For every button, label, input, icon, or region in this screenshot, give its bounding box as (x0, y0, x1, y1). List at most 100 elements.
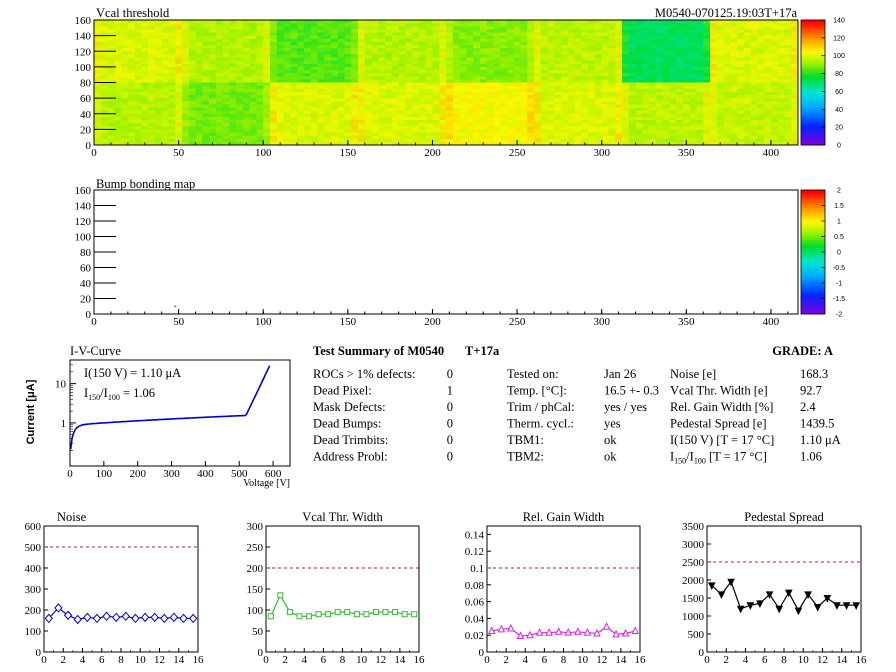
summary-right-label: I(150 V) [T = 17 °C] (670, 433, 774, 447)
data-point-12 (602, 622, 611, 630)
series-line (491, 626, 636, 637)
data-point-4 (83, 612, 92, 623)
trend-x-tick-label: 10 (356, 654, 368, 666)
defect-pixel-0 (174, 305, 177, 308)
bump-bonding-map: 0 50 100 150 200 250 300 350 400 0 20 40 60 80 100 120 1… (75, 185, 799, 328)
trend-y-tick-label: 2500 (682, 557, 705, 569)
trend-y-tick-label: 300 (247, 521, 264, 533)
trend-x-tick-label: 16 (193, 654, 205, 666)
trend-x-tick-label: 0 (704, 654, 710, 666)
data-point-8 (121, 611, 130, 622)
trend-y-tick-label: 100 (25, 626, 42, 638)
data-point-7 (775, 605, 783, 614)
scale-tick-label: 0 (837, 250, 841, 257)
data-point-5 (315, 611, 322, 618)
vcal-threshold-map: 0 50 100 150 200 250 300 350 400 0 20 40 60 80 100 120 1… (75, 15, 799, 159)
scale-tick-label: 2 (837, 188, 841, 195)
x-tick-label: 350 (678, 316, 695, 328)
roc-block-12 (446, 82, 535, 146)
trend-y-tick-label: 0.08 (465, 580, 485, 592)
trend-chart-3: Pedestal Spread 0 2 4 6 8 10 12 14 16 0 500 1000 1500… (682, 510, 867, 666)
data-point-14 (621, 628, 630, 637)
roc-block-8 (94, 82, 183, 146)
trend-frame (265, 525, 420, 653)
trend-x-tick-label: 0 (41, 654, 47, 666)
summary-mid-label: Therm. cycl.: (507, 417, 574, 431)
summary-right-label: I150/I100 [T = 17 °C] (670, 450, 767, 466)
iv-note-ratio: I150/I100 = 1.06 (84, 386, 155, 402)
x-tick-label: 350 (678, 147, 695, 159)
trend-x-tick-label: 4 (523, 654, 529, 666)
y-tick-label: 80 (80, 78, 92, 90)
data-point-15 (852, 602, 860, 610)
y-tick-label: 140 (75, 201, 92, 213)
summary-right-value: 2.4 (800, 400, 816, 414)
scale-tick-label: 100 (833, 53, 845, 60)
data-point-2 (286, 609, 293, 616)
scale-tick-label: 1 (837, 219, 841, 226)
data-point-2 (727, 578, 735, 587)
iv-curve-title: I-V-Curve (70, 344, 121, 358)
data-point-11 (813, 604, 822, 612)
iv-x-tick-label: 100 (96, 468, 113, 480)
data-point-15 (631, 626, 640, 634)
module-id-label: M0540-070125.19:03T+17a (655, 6, 798, 20)
y-tick-label: 140 (75, 31, 92, 43)
data-point-13 (169, 612, 179, 623)
trend-y-tick-label: 3500 (682, 521, 705, 533)
summary-left-label: Dead Bumps: (313, 417, 381, 431)
data-point-9 (574, 627, 582, 635)
trend-x-tick-label: 2 (61, 654, 67, 666)
trend-x-tick-label: 0 (263, 654, 269, 666)
data-point-13 (392, 609, 399, 616)
trend-x-tick-label: 12 (817, 654, 828, 666)
data-point-15 (411, 611, 418, 618)
roc-block-3 (358, 20, 447, 83)
trend-x-tick-label: 6 (762, 654, 768, 666)
data-point-7 (112, 612, 121, 623)
summary-table: ROCs > 1% defects: 0 Dead Pixel: 1 Mask Defe… (313, 367, 841, 466)
summary-mid-label: Tested on: (507, 367, 559, 381)
x-tick-label: 200 (424, 316, 441, 328)
data-point-0 (267, 613, 274, 620)
data-point-1 (277, 592, 284, 599)
roc-block-2 (270, 20, 359, 83)
data-point-5 (535, 628, 544, 636)
iv-x-tick-label: 300 (163, 468, 180, 480)
roc-block-15 (710, 82, 799, 146)
roc-block-0 (94, 20, 183, 83)
y-tick-label: 40 (80, 278, 92, 290)
summary-mid-label: Trim / phCal: (507, 400, 575, 414)
summary-right-value: 1.10 μA (800, 433, 841, 447)
roc-block-14 (622, 82, 711, 146)
trend-x-tick-label: 12 (154, 654, 165, 666)
trend-y-tick-label: 2000 (682, 575, 705, 587)
x-tick-label: 50 (173, 316, 185, 328)
roc-block-11 (358, 82, 447, 146)
data-point-2 (507, 623, 515, 632)
summary-right-label: Rel. Gain Width [%] (670, 400, 773, 414)
data-point-7 (334, 609, 341, 616)
summary-left-value: 0 (447, 433, 453, 447)
summary-left-label: Dead Pixel: (313, 384, 372, 398)
trend-x-tick-label: 4 (743, 654, 749, 666)
trend-chart-1: Vcal Thr. Width 0 2 4 6 8 10 12 14 16 0 50 100 150 200… (247, 510, 426, 666)
trend-y-tick-label: 50 (252, 626, 264, 638)
x-tick-label: 0 (91, 147, 97, 159)
summary-mid-value: Jan 26 (604, 367, 636, 381)
scale-tick-label: 120 (833, 35, 845, 42)
scale-tick-label: 80 (835, 71, 843, 78)
summary-right-value: 1.06 (800, 450, 822, 464)
data-point-13 (612, 629, 620, 638)
summary-left-value: 0 (447, 400, 453, 414)
series-line (270, 593, 415, 617)
y-tick-label: 120 (75, 46, 92, 58)
x-tick-label: 250 (509, 316, 526, 328)
trend-x-tick-label: 16 (856, 654, 868, 666)
data-point-4 (526, 630, 534, 639)
trend-y-tick-label: 0 (36, 647, 42, 659)
trend-x-tick-label: 10 (577, 654, 589, 666)
trend-y-tick-label: 1500 (682, 593, 705, 605)
summary-right-value: 92.7 (800, 384, 822, 398)
trend-x-tick-label: 14 (615, 654, 627, 666)
